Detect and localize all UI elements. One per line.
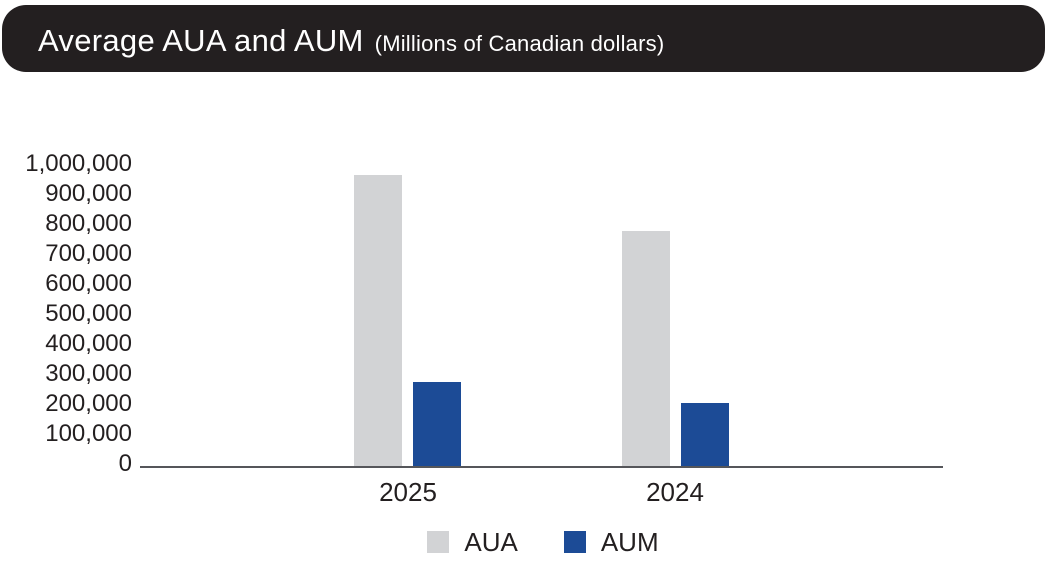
legend-item-aum: AUM: [563, 527, 659, 557]
legend-item-aua: AUA: [427, 527, 518, 557]
x-axis-label-2025: 2025: [379, 477, 437, 507]
y-tick-label: 500,000: [45, 300, 132, 327]
aua-bar-2024: [622, 231, 670, 466]
aum-bar-2024: [681, 403, 729, 466]
x-axis-line: [140, 466, 943, 468]
chart-header-text: Average AUA and AUM (Millions of Canadia…: [38, 21, 664, 61]
y-tick-label: 700,000: [45, 240, 132, 267]
y-tick-label: 0: [118, 450, 132, 477]
chart-legend: AUA AUM: [18, 529, 1050, 555]
y-tick-label: 1,000,000: [25, 150, 132, 177]
chart-title: Average AUA and AUM: [38, 23, 364, 58]
y-tick-label: 900,000: [45, 180, 132, 207]
y-tick-label: 400,000: [45, 330, 132, 357]
aum-legend-swatch-icon: [563, 531, 586, 553]
aua-bar-2025: [354, 175, 402, 466]
legend-label-aum: AUM: [600, 527, 659, 557]
chart-subtitle: (Millions of Canadian dollars): [374, 31, 665, 56]
y-tick-label: 600,000: [45, 270, 132, 297]
aum-bar-2025: [413, 382, 461, 466]
chart-header: Average AUA and AUM (Millions of Canadia…: [2, 5, 1045, 72]
y-tick-label: 200,000: [45, 390, 132, 417]
y-tick-label: 300,000: [45, 360, 132, 387]
y-tick-label: 100,000: [45, 420, 132, 447]
x-axis-label-2024: 2024: [646, 477, 704, 507]
legend-label-aua: AUA: [464, 527, 518, 557]
aua-legend-swatch-icon: [427, 531, 450, 553]
y-tick-label: 800,000: [45, 210, 132, 237]
